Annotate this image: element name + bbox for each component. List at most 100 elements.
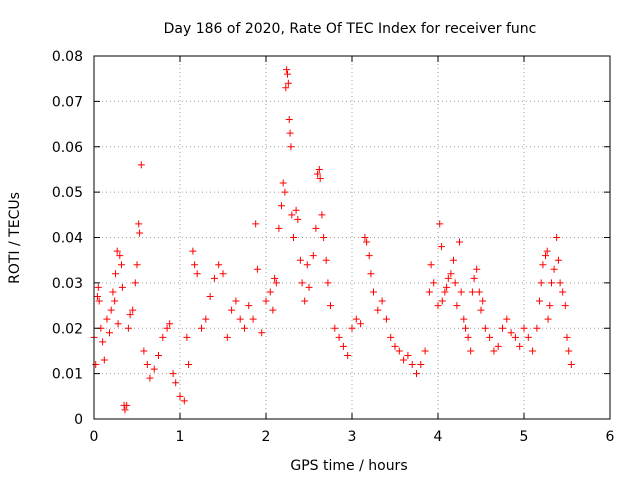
data-point — [281, 188, 289, 196]
data-point — [382, 315, 390, 323]
data-point — [114, 320, 122, 328]
y-tick-label: 0.08 — [52, 49, 83, 65]
data-point — [537, 279, 545, 287]
data-point — [303, 261, 311, 269]
x-tick-label: 5 — [520, 429, 529, 445]
data-point — [524, 333, 532, 341]
data-point — [567, 361, 575, 369]
data-point — [210, 274, 218, 282]
data-point — [124, 324, 132, 332]
data-point — [126, 311, 134, 319]
data-point — [159, 333, 167, 341]
data-point — [252, 220, 260, 228]
data-point — [312, 224, 320, 232]
data-point — [92, 361, 100, 369]
data-point — [490, 347, 498, 355]
data-point — [249, 315, 257, 323]
y-tick-label: 0 — [74, 412, 83, 428]
data-point — [539, 261, 547, 269]
data-point — [223, 333, 231, 341]
data-point — [215, 261, 223, 269]
data-point — [277, 202, 285, 210]
data-point — [198, 324, 205, 332]
y-tick-label: 0.06 — [52, 140, 83, 156]
data-point — [258, 329, 266, 337]
data-point — [275, 224, 283, 232]
data-point — [314, 170, 322, 178]
data-point — [470, 274, 478, 282]
data-point — [533, 324, 541, 332]
y-tick-label: 0.02 — [52, 321, 83, 337]
y-tick-label: 0.03 — [52, 276, 83, 292]
data-point — [404, 351, 412, 359]
data-point — [294, 215, 302, 223]
data-point — [269, 306, 277, 314]
data-point — [339, 342, 347, 350]
data-point — [546, 302, 554, 310]
data-point — [284, 70, 291, 78]
data-point — [434, 302, 442, 310]
data-point — [324, 279, 332, 287]
data-point — [322, 256, 330, 264]
data-point — [444, 274, 452, 282]
data-point — [352, 315, 360, 323]
data-point — [245, 302, 253, 310]
x-tick-label: 2 — [262, 429, 271, 445]
data-point — [499, 324, 506, 332]
data-point — [457, 288, 465, 296]
data-point — [529, 347, 537, 355]
data-point — [123, 401, 131, 409]
data-point — [387, 333, 395, 341]
data-point — [425, 288, 433, 296]
data-point — [464, 333, 472, 341]
y-axis-label: ROTI / TECUs — [7, 192, 23, 284]
data-point — [136, 229, 144, 237]
data-point — [556, 279, 564, 287]
data-point — [449, 256, 457, 264]
data-point — [93, 292, 101, 300]
data-point — [279, 179, 287, 187]
data-point — [430, 279, 438, 287]
data-point — [553, 234, 561, 241]
data-point — [232, 297, 240, 305]
data-point — [357, 320, 365, 328]
x-tick-label: 4 — [434, 429, 443, 445]
data-point — [105, 329, 113, 337]
data-point — [473, 265, 481, 273]
data-point — [507, 329, 515, 337]
data-point — [283, 66, 291, 74]
data-point — [395, 347, 403, 355]
data-point — [298, 279, 306, 287]
data-point — [140, 347, 148, 355]
data-point — [494, 342, 502, 350]
data-point — [378, 297, 386, 305]
data-point — [288, 211, 296, 219]
data-point — [335, 333, 343, 341]
data-point — [241, 324, 248, 332]
y-tick-label: 0.01 — [52, 367, 83, 383]
data-point — [107, 306, 115, 314]
data-point — [318, 211, 326, 219]
data-point — [559, 288, 567, 296]
data-point — [453, 302, 461, 310]
data-point — [316, 175, 324, 183]
grid-lines — [94, 56, 610, 419]
data-point — [443, 283, 451, 291]
data-point — [266, 288, 274, 296]
data-point — [150, 365, 158, 373]
data-point — [113, 247, 121, 255]
data-point — [486, 333, 494, 341]
data-point — [137, 161, 145, 169]
data-point — [327, 302, 334, 310]
data-point — [315, 165, 323, 173]
data-point — [565, 347, 573, 355]
axes: 0 1 2 3 4 5 6 0 0.01 0.02 0.03 0.04 0.05 0.06 0.07 0.08 — [52, 49, 615, 445]
data-point — [121, 406, 129, 414]
data-point — [467, 347, 475, 355]
data-point — [361, 234, 369, 241]
data-point — [193, 270, 201, 278]
data-point — [183, 333, 191, 341]
data-point — [363, 238, 371, 246]
data-point — [348, 324, 356, 332]
x-tick-label: 3 — [348, 429, 357, 445]
